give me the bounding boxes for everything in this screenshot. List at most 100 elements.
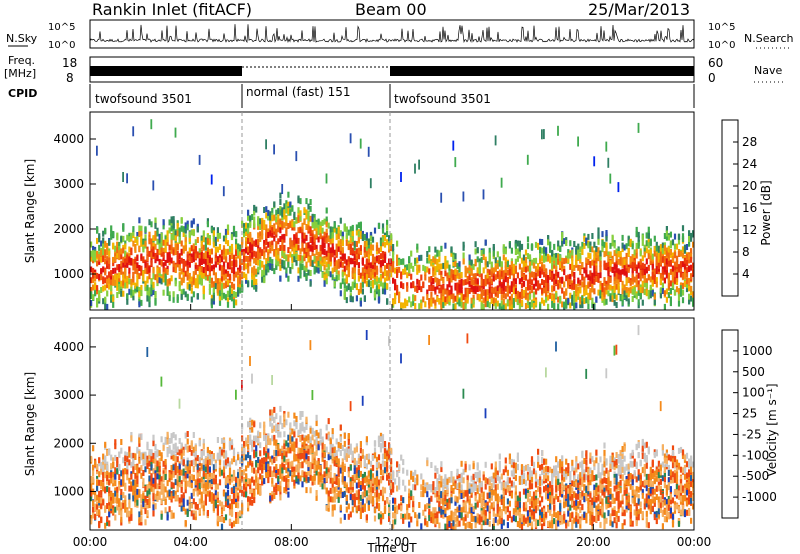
power-cell: [571, 299, 574, 306]
velocity-cell: [130, 435, 133, 442]
power-cell: [444, 299, 447, 306]
power-cell: [283, 222, 286, 229]
power-cell: [110, 294, 113, 301]
velocity-cell: [162, 460, 165, 467]
power-cell: [383, 277, 387, 284]
power-cell: [124, 272, 127, 279]
power-cell: [488, 247, 491, 254]
power-cell: [559, 282, 562, 289]
power-cell: [202, 267, 205, 273]
power-cell: [641, 262, 644, 269]
power-cell: [140, 237, 143, 243]
power-cell: [480, 273, 483, 280]
power-cell: [218, 232, 222, 239]
power-cell: [502, 284, 505, 291]
power-cell: [659, 272, 662, 279]
velocity-cell: [124, 451, 127, 458]
power-cell: [90, 277, 93, 284]
power-cell: [416, 246, 419, 253]
velocity-cell: [130, 432, 133, 438]
power-cell: [162, 223, 165, 230]
power-cell: [444, 296, 447, 303]
power-cell: [208, 266, 211, 273]
power-cell: [359, 221, 362, 228]
velocity-cell: [148, 492, 151, 499]
power-cell: [259, 231, 262, 238]
power-cell: [647, 242, 650, 249]
power-cell: [94, 290, 97, 297]
power-cell: [309, 280, 312, 287]
power-cell: [152, 266, 155, 273]
power-cell: [333, 226, 336, 233]
power-cell: [130, 278, 133, 285]
power-cell: [269, 214, 272, 221]
power-cell: [106, 275, 109, 282]
power-cell: [106, 243, 109, 249]
power-cell: [196, 282, 199, 289]
power-cell: [136, 255, 139, 262]
velocity-cell: [138, 467, 141, 474]
velocity-cell: [134, 472, 137, 479]
power-cell: [152, 242, 155, 249]
velocity-cell: [148, 475, 151, 482]
power-cell: [539, 238, 542, 245]
power-cell: [645, 282, 648, 289]
noise-panel-frame: [89, 19, 695, 49]
power-cell: [228, 258, 232, 265]
power-cell: [661, 288, 664, 294]
power-cell: [383, 288, 387, 295]
power-cell: [337, 274, 340, 281]
velocity-cell: [166, 431, 169, 438]
power-cell: [299, 214, 302, 221]
velocity-cell: [188, 504, 191, 511]
power-cell: [188, 235, 191, 242]
power-cell: [210, 281, 213, 288]
power-cell: [683, 270, 687, 277]
power-cell: [690, 253, 693, 260]
power-cell: [381, 227, 385, 234]
power-cell: [692, 241, 695, 248]
power-cell: [685, 278, 689, 285]
power-cell: [317, 229, 320, 236]
power-cell: [508, 242, 511, 249]
power-cell: [639, 269, 642, 276]
power-cell: [297, 267, 300, 274]
velocity-cell: [184, 508, 187, 515]
power-cell: [617, 258, 620, 265]
power-cell: [267, 251, 270, 258]
power-cell: [289, 221, 292, 228]
power-cell: [228, 289, 232, 296]
power-cell: [355, 224, 358, 231]
power-cell: [553, 254, 556, 261]
velocity-cell: [194, 503, 197, 510]
power-cell: [148, 296, 151, 303]
velocity-cell: [152, 440, 155, 447]
power-cell: [494, 265, 497, 272]
power-cell: [478, 261, 481, 268]
velocity-cell: [186, 438, 189, 445]
power-cell: [237, 269, 240, 276]
power-cell: [500, 270, 503, 277]
power-cell: [593, 304, 596, 310]
power-cell: [545, 286, 548, 293]
power-cell: [609, 242, 612, 249]
power-cell: [679, 285, 683, 292]
power-cell: [235, 291, 238, 298]
power-cell: [587, 233, 590, 240]
velocity-cell: [198, 482, 201, 489]
power-cell: [174, 249, 177, 256]
power-cell: [375, 265, 379, 272]
velocity-cell: [110, 472, 113, 479]
power-cell: [635, 242, 638, 249]
power-cell: [545, 296, 548, 303]
velocity-cell: [102, 460, 105, 467]
velocity-cell: [100, 468, 103, 475]
velocity-cell: [112, 493, 115, 499]
power-cell: [361, 275, 364, 282]
power-cell: [655, 245, 658, 252]
velocity-cell: [90, 489, 93, 496]
power-cell: [122, 256, 125, 263]
power-cell: [635, 274, 638, 281]
power-cell: [106, 247, 109, 254]
power-cell: [651, 268, 654, 275]
